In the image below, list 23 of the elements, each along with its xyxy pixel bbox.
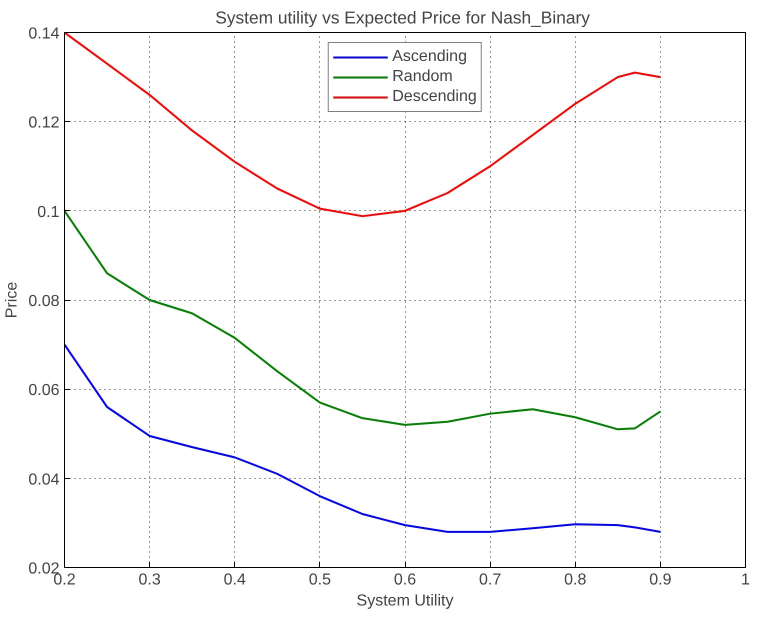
y-tick-label: 0.12	[28, 114, 60, 132]
y-tick-label: 0.04	[28, 471, 60, 488]
y-tick-label: 0.14	[28, 26, 60, 42]
x-axis-title: System Utility	[356, 592, 454, 610]
x-tick-label: 0.7	[479, 572, 502, 588]
x-tick-label: 0.6	[394, 572, 416, 588]
x-tick-label: 0.3	[138, 572, 161, 588]
line-series	[64, 344, 662, 533]
legend-label: Descending	[392, 88, 477, 106]
x-tick-label: 0.5	[308, 572, 332, 588]
y-axis-title: Price	[3, 282, 20, 318]
chart-title: System utility vs Expected Price for Nash_Binary	[215, 8, 590, 28]
x-tick-label: 1	[741, 572, 750, 588]
line-series	[64, 210, 662, 430]
x-tick-label: 0.9	[649, 572, 672, 588]
y-tick-label: 0.06	[28, 382, 60, 400]
y-tick-label: 0.08	[28, 293, 60, 310]
x-tick-label: 0.8	[564, 572, 586, 588]
legend-label: Ascending	[392, 48, 467, 66]
legend-label: Random	[392, 68, 453, 86]
y-tick-label: 0.1	[37, 204, 60, 221]
line-series	[64, 32, 662, 218]
x-tick-label: 0.4	[224, 572, 246, 588]
